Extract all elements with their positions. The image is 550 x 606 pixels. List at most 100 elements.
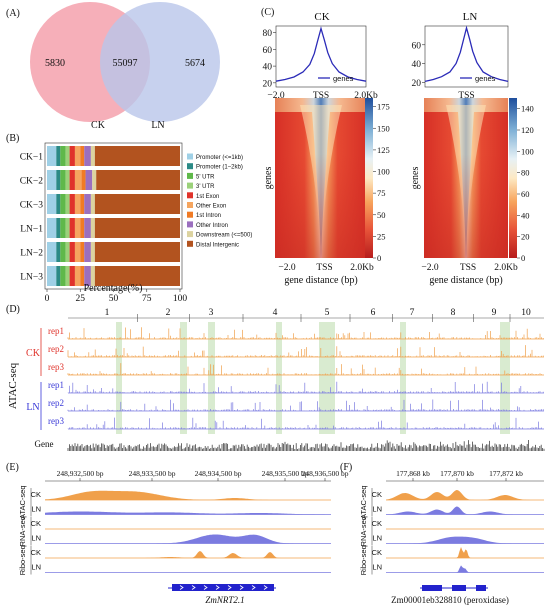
sample-label: LN bbox=[372, 534, 382, 543]
coord-label: 248,933,500 bp bbox=[129, 469, 176, 478]
colorbar-tick-label: 50 bbox=[377, 210, 386, 220]
colorbar-tick-label: 20 bbox=[521, 232, 530, 242]
profile-frame bbox=[275, 25, 367, 88]
bar-segment-1-6 bbox=[81, 170, 86, 190]
bar-category-label: CK−1 bbox=[20, 153, 44, 163]
chromosome-label: 3 bbox=[209, 308, 214, 318]
signal-track bbox=[67, 417, 544, 429]
colorbar-tick-label: 140 bbox=[521, 104, 534, 114]
colorbar-ck-scale bbox=[365, 98, 373, 258]
bar-segment-1-3 bbox=[65, 170, 70, 190]
venn-diagram: 5830 55097 5674 CK LN bbox=[30, 2, 220, 131]
tracks-d-ylabel: ATAC-seq bbox=[7, 362, 19, 409]
gene-strand-arrow bbox=[191, 585, 196, 590]
heatmap-xtick-label: TSS bbox=[460, 263, 476, 273]
legend-swatch bbox=[187, 211, 193, 218]
bar-segment-5-7 bbox=[84, 266, 91, 286]
assay-label: RNA-seq bbox=[359, 516, 368, 546]
legend-label: Downstream (<=500) bbox=[196, 233, 252, 239]
bar-segment-1-5 bbox=[74, 170, 82, 190]
panel-label-b: (B) bbox=[6, 133, 19, 144]
bar-segment-1-9 bbox=[96, 170, 180, 190]
chromosome-label: 5 bbox=[325, 308, 330, 318]
venn-count-overlap: 55097 bbox=[113, 58, 138, 69]
legend-label: Distal Intergenic bbox=[196, 242, 239, 248]
heatmap-ck-xlabel: gene distance (bp) bbox=[284, 275, 357, 286]
bar-segment-3-0 bbox=[47, 218, 57, 238]
colorbar-ln: 0 20 40 60 80 100 120 140 bbox=[509, 98, 534, 263]
locus-tracks-e: 248,932,500 bp 248,933,500 bp 248,934,500 … bbox=[18, 469, 349, 591]
profile-xtick-label: TSS bbox=[458, 91, 474, 101]
bar-segment-0-5 bbox=[74, 146, 81, 166]
profile-ytick-label: 20 bbox=[263, 79, 273, 89]
gene-track-label: Gene bbox=[35, 439, 54, 449]
heatmap-xtick-label: 2.0Kb bbox=[350, 263, 374, 273]
bar-segment-2-4 bbox=[69, 194, 75, 214]
replicate-label: rep1 bbox=[48, 380, 64, 390]
profile-xtick-label: 2.0Kb bbox=[354, 91, 378, 101]
bar-segment-4-3 bbox=[65, 242, 70, 262]
bar-chart-legend: Promoter (<=1kb) Promoter (1−2kb) 5' UTR 3'… bbox=[187, 153, 252, 248]
panel-label-d: (D) bbox=[6, 304, 20, 315]
bar-chart-xlabel: Percentage(%) bbox=[84, 283, 143, 294]
chromosome-label: 1 bbox=[105, 308, 110, 318]
legend-label: 5' UTR bbox=[196, 174, 215, 180]
chromosome-label: 6 bbox=[371, 308, 376, 318]
replicate-label: rep1 bbox=[48, 326, 64, 336]
heatmap-xtick-label: TSS bbox=[316, 263, 332, 273]
bar-segment-5-3 bbox=[65, 266, 70, 286]
bar-xtick-label: 25 bbox=[76, 294, 86, 304]
assay-label: ATAC-seq bbox=[359, 486, 368, 519]
profile-ytick-label: 80 bbox=[263, 29, 273, 39]
sample-label: LN bbox=[31, 505, 41, 514]
legend-swatch bbox=[187, 231, 193, 238]
bar-segment-1-0 bbox=[47, 170, 57, 190]
assay-label: RNA-seq bbox=[18, 516, 27, 546]
bar-segment-2-8 bbox=[90, 194, 95, 214]
bar-segment-4-9 bbox=[94, 242, 180, 262]
bar-segment-0-7 bbox=[84, 146, 91, 166]
legend-swatch bbox=[187, 172, 193, 179]
profile-ytick-label: 40 bbox=[412, 60, 422, 70]
legend-label: 3' UTR bbox=[196, 184, 215, 190]
venn-count-ln-only: 5674 bbox=[185, 58, 205, 69]
bar-segment-5-5 bbox=[74, 266, 81, 286]
bar-category-label: CK−2 bbox=[20, 177, 44, 187]
bar-segment-4-0 bbox=[47, 242, 57, 262]
signal-track bbox=[67, 381, 544, 393]
bar-segment-5-2 bbox=[60, 266, 66, 286]
bar-xtick-label: 0 bbox=[45, 294, 50, 304]
locus-signal bbox=[45, 551, 331, 558]
venn-label-ln: LN bbox=[151, 120, 164, 131]
bar-segment-3-8 bbox=[90, 218, 95, 238]
replicate-label: rep3 bbox=[48, 416, 64, 426]
highlight-band bbox=[319, 322, 335, 434]
locus-signal bbox=[45, 490, 331, 500]
genome-tracks-panel: 1 2 3 4 5 6 7 8 9 10 rep1 rep2 rep3 CK rep1 rep2 rep3 LN G… bbox=[26, 308, 545, 451]
colorbar-ck: 0 25 50 75 100 125 150 175 bbox=[365, 98, 390, 263]
bar-xtick-label: 75 bbox=[142, 294, 152, 304]
profile-ytick-label: 20 bbox=[412, 79, 422, 89]
locus-signal bbox=[386, 536, 544, 544]
assay-label: ATAC-seq bbox=[18, 486, 27, 519]
bar-segment-2-5 bbox=[74, 194, 81, 214]
gene-model-exon-e bbox=[172, 584, 274, 591]
group-label: CK bbox=[26, 348, 41, 359]
bar-segment-4-5 bbox=[74, 242, 81, 262]
legend-swatch bbox=[187, 163, 193, 170]
gene-density-track bbox=[67, 440, 545, 451]
gene-strand-arrow bbox=[227, 585, 232, 590]
colorbar-tick-label: 0 bbox=[377, 253, 381, 263]
gene-model-exon-f bbox=[452, 585, 466, 591]
bar-category-label: LN−1 bbox=[20, 225, 43, 235]
profile-xtick-label: −2.0 bbox=[267, 91, 284, 101]
assay-label: Ribo-seq bbox=[18, 545, 27, 575]
panel-label-a: (A) bbox=[6, 8, 20, 19]
replicate-label: rep2 bbox=[48, 344, 64, 354]
profile-line bbox=[424, 25, 509, 83]
coord-label: 248,932,500 bp bbox=[57, 469, 104, 478]
locus-tracks-f: 177,868 kb 177,870 kb 177,872 kb CK LN ATAC-s… bbox=[359, 469, 544, 591]
locus-signal bbox=[386, 547, 544, 558]
gene-strand-arrow bbox=[263, 585, 268, 590]
